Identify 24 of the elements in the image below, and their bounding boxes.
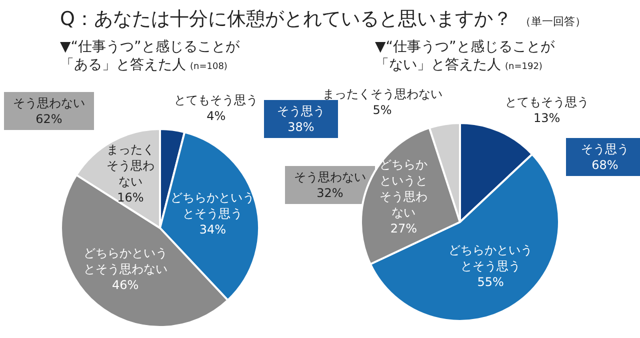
text: そう思わない 32% [285,166,375,204]
slice-label: どちらかというとそう思う [170,190,255,221]
data-label: 5% [372,103,392,118]
data-label: 27% [390,222,418,236]
data-label: 34% [199,222,226,237]
text: （単一回答） [520,15,586,28]
data-label: 4% [206,108,227,124]
slice-label: まったくそう思わない [322,86,442,102]
data-label: 13% [532,110,562,126]
chart-subtitle: (n=108) [190,62,228,72]
slice-label: どちらかというとそう思う [448,243,533,274]
slice-label: どちらかというとそう思わない [83,246,168,276]
text: そう思わない 62% [4,92,94,130]
data-label: 16% [117,190,144,204]
text: そう思う 38% [264,100,338,138]
slice-label: どちらかというとそう思わない [380,158,428,220]
text: Q：あなたは十分に休憩がとれていると思いますか？ [60,8,512,30]
slice-label: とてもそう思う [174,92,258,108]
data-label: 55% [477,275,504,290]
data-label: 46% [112,278,139,292]
text: そう思う 68% [566,138,640,176]
chart-subtitle: (n=192) [505,62,542,72]
slice-label: まったくそう思わない [106,142,154,188]
slice-label: とてもそう思う [504,94,589,110]
